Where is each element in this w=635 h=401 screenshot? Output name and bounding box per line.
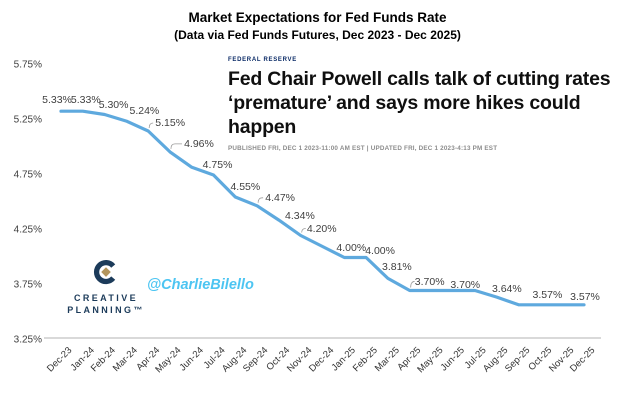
- data-label: 3.81%: [381, 261, 412, 274]
- data-label: 5.30%: [98, 98, 129, 111]
- y-tick-label: 4.75%: [13, 169, 42, 181]
- logo-text-creative: CREATIVE: [73, 293, 139, 303]
- label-leader-line: [257, 197, 264, 203]
- article-headline: Fed Chair Powell calls talk of cutting r…: [228, 68, 611, 138]
- data-label: 4.00%: [336, 241, 367, 254]
- creative-planning-logo: CREATIVE PLANNING™: [58, 257, 154, 316]
- label-leader-line: [148, 122, 154, 129]
- data-label: 3.70%: [450, 278, 481, 291]
- creative-planning-logo-icon: [93, 260, 116, 285]
- y-tick-label: 5.25%: [13, 114, 42, 126]
- y-tick-label: 3.75%: [13, 279, 42, 291]
- data-label: 3.57%: [570, 290, 600, 303]
- data-label: 4.34%: [285, 210, 315, 223]
- data-label: 5.15%: [155, 117, 186, 129]
- y-tick-label: 5.75%: [13, 59, 42, 71]
- data-label: 4.00%: [365, 244, 395, 257]
- y-tick-label: 4.25%: [13, 224, 42, 236]
- article-section-label: FEDERAL RESERVE: [228, 57, 297, 63]
- data-label: 4.96%: [184, 137, 214, 150]
- data-label: 5.24%: [129, 105, 160, 118]
- chart-subtitle: (Data via Fed Funds Futures, Dec 2023 - …: [174, 28, 461, 42]
- data-label: 4.55%: [230, 181, 261, 193]
- y-tick-label: 3.25%: [13, 334, 42, 346]
- watermark-handle: @CharlieBilello: [147, 277, 254, 293]
- fed-funds-rate-line: [59, 109, 586, 307]
- article-timestamp: PUBLISHED FRI, DEC 1 2023-11:00 AM EST |…: [228, 145, 498, 153]
- data-label: 4.75%: [202, 159, 233, 171]
- label-leader-line: [301, 228, 306, 233]
- data-label: 3.57%: [532, 288, 563, 301]
- data-label: 5.33%: [70, 94, 101, 107]
- news-headline-overlay: FEDERAL RESERVE Fed Chair Powell calls t…: [228, 57, 633, 153]
- chart-title: Market Expectations for Fed Funds Rate: [188, 10, 447, 25]
- logo-text-planning: PLANNING™: [67, 305, 145, 316]
- label-leader-line: [410, 281, 415, 288]
- label-leader-line: [170, 143, 182, 149]
- data-label: 3.64%: [491, 283, 522, 296]
- data-label: 4.47%: [265, 191, 296, 204]
- data-label: 4.20%: [306, 222, 337, 235]
- data-label: 5.33%: [42, 94, 72, 107]
- data-label: 3.70%: [414, 275, 445, 288]
